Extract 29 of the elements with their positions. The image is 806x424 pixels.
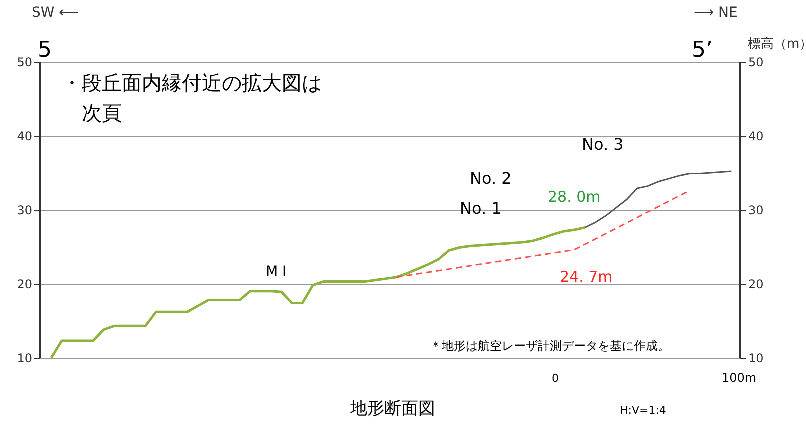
text: SW ⟵ <box>32 5 80 21</box>
y2-tick-label: 20 <box>748 278 764 292</box>
text: 100m <box>722 371 757 385</box>
y-tick-label: 30 <box>17 204 32 218</box>
annotation: No. 2 <box>470 169 512 188</box>
y2-axis-title: 標高（m） <box>748 36 806 52</box>
annotation: 5’ <box>692 38 713 63</box>
annotation: 5 <box>38 38 52 63</box>
text: 0 <box>552 372 559 385</box>
annotation: 28. 0m <box>548 188 601 206</box>
annotation: ・段丘面内縁付近の拡大図は <box>62 71 322 95</box>
annotation: ＊地形は航空レーザ計測データを基に作成。 <box>430 339 670 353</box>
y-tick-label: 20 <box>17 278 32 292</box>
text: H:V=1:4 <box>620 404 666 417</box>
line-series <box>50 226 586 360</box>
y2-tick-label: 50 <box>748 56 764 70</box>
y-tick-label: 10 <box>17 352 32 366</box>
y2-tick-label: 10 <box>748 352 764 366</box>
annotation: No. 3 <box>582 135 624 154</box>
text: 地形断面図 <box>350 399 436 419</box>
y2-tick-label: 40 <box>748 130 764 144</box>
annotation: M I <box>266 264 287 280</box>
text: ⟶ NE <box>694 5 738 21</box>
annotation: No. 1 <box>460 199 502 218</box>
y-tick-label: 40 <box>17 130 32 144</box>
y-tick-label: 50 <box>17 56 32 70</box>
annotation: 24. 7m <box>560 268 613 286</box>
y2-tick-label: 30 <box>748 204 764 218</box>
annotation: 次頁 <box>82 101 122 125</box>
